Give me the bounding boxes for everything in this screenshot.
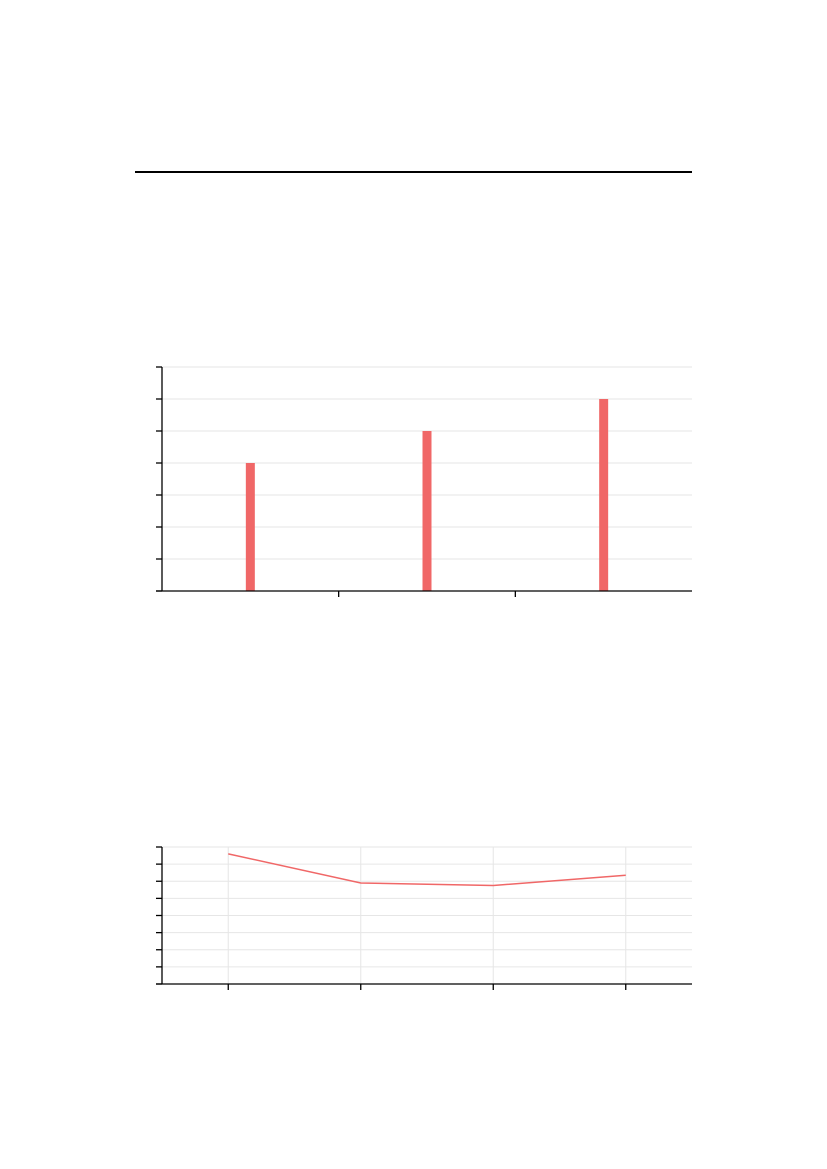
header-rule [135, 171, 692, 173]
bar-chart [156, 366, 692, 597]
bar [599, 399, 609, 591]
bar [245, 463, 255, 591]
series-line [228, 853, 626, 887]
line-chart [156, 846, 692, 990]
bar [422, 431, 432, 591]
